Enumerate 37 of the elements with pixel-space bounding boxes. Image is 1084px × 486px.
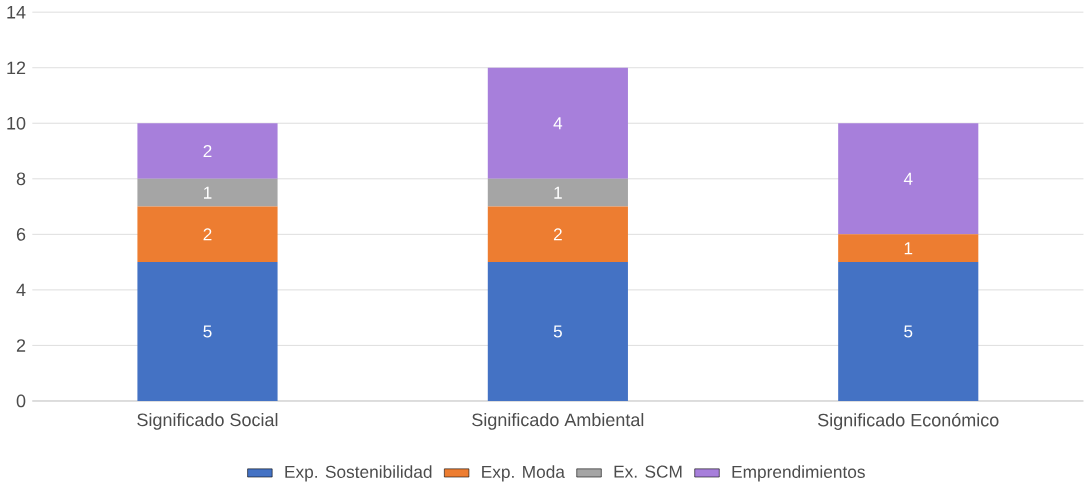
y-tick-label: 6 [16, 227, 26, 241]
data-label: 5 [203, 325, 212, 338]
y-tick-label: 8 [16, 172, 26, 186]
x-tick-label: Significado Económico [818, 412, 999, 430]
bar [137, 123, 278, 179]
legend-label: Exp. Sostenibilidad [285, 465, 432, 482]
bar [838, 261, 979, 401]
legend-label: Emprendimientos [732, 465, 865, 482]
bar [137, 206, 278, 262]
y-tick-label: 4 [16, 283, 26, 296]
data-label: 2 [203, 144, 212, 157]
x-tick-label: Significado Ambiental [472, 412, 644, 430]
bar [838, 234, 979, 262]
y-tick-label: 12 [7, 61, 26, 74]
data-label: 2 [553, 228, 562, 241]
bar [487, 178, 628, 207]
data-label: 5 [553, 325, 562, 338]
data-label: 4 [903, 172, 913, 185]
y-tick-label: 14 [7, 5, 26, 19]
legend-label: Ex. SCM [614, 465, 682, 478]
y-tick-label: 0 [16, 394, 26, 408]
x-tick-label: Significado Social [137, 412, 278, 430]
bar [137, 178, 278, 207]
bar [838, 123, 979, 235]
data-label: 1 [554, 186, 562, 199]
data-label: 5 [904, 325, 913, 338]
bar [487, 206, 628, 262]
y-tick-label: 2 [16, 339, 26, 352]
bar [487, 261, 628, 401]
y-tick-label: 10 [7, 116, 26, 130]
bar [137, 261, 278, 401]
data-label: 2 [203, 228, 212, 241]
data-label: 4 [553, 117, 563, 130]
bar [487, 67, 628, 179]
legend-label: Exp. Moda [482, 465, 565, 482]
data-label: 1 [204, 186, 212, 199]
data-label: 1 [904, 242, 913, 255]
